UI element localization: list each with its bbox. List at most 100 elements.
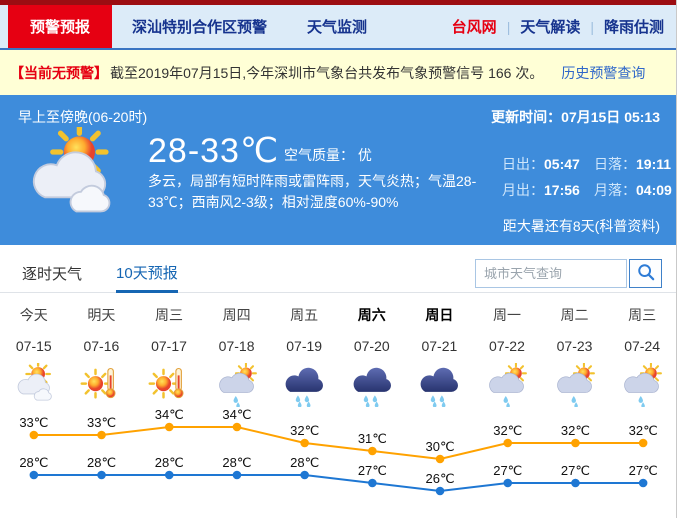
day-label[interactable]: 周三	[628, 307, 657, 323]
low-temp-point	[232, 470, 242, 480]
notice-text: 截至2019年07月15日,今年深圳市气象台共发布气象预警信号 166 次。	[110, 64, 544, 81]
date-label[interactable]: 07-21	[421, 338, 458, 354]
icon-row	[0, 358, 676, 407]
high-temp-label: 33℃	[87, 415, 116, 430]
air-quality: 空气质量： 优	[284, 147, 372, 163]
weather-description: 多云，局部有短时阵雨或雷阵雨，天气炎热；气温28-33℃；西南风2-3级；相对湿…	[148, 173, 477, 210]
view-tabbar: 逐时天气 10天预报	[0, 255, 676, 293]
high-temp-point	[164, 422, 174, 432]
low-temp-point	[300, 470, 309, 480]
date-label[interactable]: 07-24	[624, 338, 661, 354]
sun-moon-row: 日出：05:47 日落：19:11	[502, 151, 676, 177]
high-temp-point	[300, 438, 309, 448]
low-temp-point	[97, 470, 106, 480]
low-temp-point	[435, 486, 445, 496]
low-temp-label: 27℃	[358, 463, 387, 478]
nav-tabs: 预警预报 深汕特别合作区预警 天气监测	[0, 5, 387, 48]
rain-icon	[270, 363, 338, 407]
sun-moon-cell: 日出：05:47	[502, 156, 580, 172]
low-temp-point	[368, 478, 377, 488]
date-label[interactable]: 07-15	[15, 338, 52, 354]
high-temp-label: 32℃	[290, 423, 319, 438]
high-temp-point	[97, 430, 106, 440]
high-temp-label: 34℃	[155, 407, 184, 422]
day-label[interactable]: 周日	[425, 307, 454, 323]
ten-day-temp-chart: 33℃ 33℃ 34℃ 34℃ 32℃ 31℃ 30℃ 32℃ 32℃ 32℃ 28℃ 28℃ 28℃ 2…	[19, 407, 658, 496]
date-label[interactable]: 07-20	[353, 338, 390, 354]
sun-moon-times: 日出：05:47 日落：19:11 月出：17:56 月落：04:09	[502, 151, 676, 203]
day-label[interactable]: 周四	[222, 307, 251, 323]
low-temp-label: 28℃	[87, 455, 116, 470]
sun-moon-cell: 日落：19:11	[594, 156, 672, 172]
high-temp-point	[232, 422, 242, 432]
forecast-period: 早上至傍晚(06-20时)	[18, 109, 148, 125]
top-red-strip	[0, 0, 676, 5]
low-temp-point	[503, 478, 513, 488]
low-temp-label: 27℃	[561, 463, 590, 478]
ten-day-forecast: 今天 明天 周三 周四 周五 周六 周日 周一 周二 周三 07-15 07-16 07-17 07-1…	[0, 293, 676, 518]
current-weather-panel: 早上至傍晚(06-20时) 28-33℃ 空气质量： 优 多云，局部有短时阵雨或…	[0, 95, 676, 245]
high-temp-label: 33℃	[19, 415, 48, 430]
high-temp-point	[503, 438, 513, 448]
day-row: 今天 明天 周三 周四 周五 周六 周日 周一 周二 周三	[0, 305, 676, 325]
high-temp-point	[29, 430, 39, 440]
city-search	[475, 259, 662, 288]
date-label[interactable]: 07-17	[151, 338, 187, 354]
view-tabs: 逐时天气 10天预报	[22, 255, 212, 293]
shower-sun-icon	[608, 363, 676, 407]
high-temp-point	[571, 438, 580, 448]
hot-icon	[68, 363, 136, 407]
low-temp-point	[638, 478, 648, 488]
shower-sun-icon	[473, 363, 541, 407]
high-temp-point	[368, 446, 377, 456]
low-temp-label: 28℃	[155, 455, 184, 470]
nav-tab-2[interactable]: 天气监测	[307, 19, 368, 36]
date-label[interactable]: 07-16	[83, 338, 120, 354]
nav-tab-0[interactable]: 预警预报	[8, 5, 113, 48]
rain-icon	[406, 363, 474, 407]
nav-links: 台风网 | 天气解读 | 降雨估测	[452, 5, 676, 48]
alert-notice-bar: 【当前无预警】 截至2019年07月15日,今年深圳市气象台共发布气象预警信号 …	[0, 50, 676, 95]
view-tab-1[interactable]: 10天预报	[116, 255, 178, 293]
date-row: 07-15 07-16 07-17 07-18 07-19 07-20 07-21 07-22…	[0, 325, 676, 358]
day-label[interactable]: 周六	[357, 307, 386, 323]
date-label[interactable]: 07-22	[489, 338, 525, 354]
nav-link-1[interactable]: 天气解读	[520, 19, 581, 36]
solar-term-countdown[interactable]: 距大暑还有8天(科普资料)	[502, 218, 660, 234]
date-label[interactable]: 07-23	[556, 338, 593, 354]
update-time: 更新时间：07月15日 05:13	[491, 109, 660, 125]
shower-sun-icon	[203, 363, 271, 407]
search-input[interactable]	[475, 259, 627, 288]
low-temp-point	[29, 470, 39, 480]
high-temp-point	[638, 438, 648, 448]
day-label[interactable]: 明天	[87, 307, 116, 323]
high-temp-point	[435, 454, 445, 464]
high-temp-label: 32℃	[561, 423, 590, 438]
no-alert-badge: 【当前无预警】	[10, 64, 108, 81]
date-label[interactable]: 07-18	[218, 338, 255, 354]
day-label[interactable]: 周二	[560, 307, 589, 323]
date-label[interactable]: 07-19	[286, 338, 323, 354]
day-label[interactable]: 周五	[290, 307, 319, 323]
history-alert-link[interactable]: 历史预警查询	[561, 64, 646, 81]
day-label[interactable]: 周三	[154, 307, 183, 323]
high-temp-label: 32℃	[629, 423, 658, 438]
high-temp-label: 32℃	[493, 423, 522, 438]
low-temp-label: 26℃	[426, 471, 455, 486]
sun-moon-row: 月出：17:56 月落：04:09	[502, 177, 676, 203]
nav-link-2[interactable]: 降雨估测	[603, 19, 664, 36]
main-nav: 预警预报 深汕特别合作区预警 天气监测 台风网 | 天气解读 | 降雨估测	[0, 5, 676, 50]
low-temp-label: 28℃	[290, 455, 319, 470]
day-label[interactable]: 周一	[492, 307, 521, 323]
hot-icon	[135, 363, 203, 407]
temp-range: 28-33℃	[148, 132, 280, 170]
sun-moon-cell: 月出：17:56	[502, 182, 580, 198]
nav-link-0[interactable]: 台风网	[451, 19, 497, 36]
nav-tab-1[interactable]: 深汕特别合作区预警	[132, 19, 268, 36]
view-tab-0[interactable]: 逐时天气	[22, 266, 83, 283]
search-button[interactable]	[629, 259, 662, 288]
day-label[interactable]: 今天	[19, 307, 48, 323]
sun-moon-cell: 月落：04:09	[594, 182, 672, 198]
partly-cloudy-icon	[0, 363, 68, 407]
low-temp-label: 27℃	[493, 463, 522, 478]
